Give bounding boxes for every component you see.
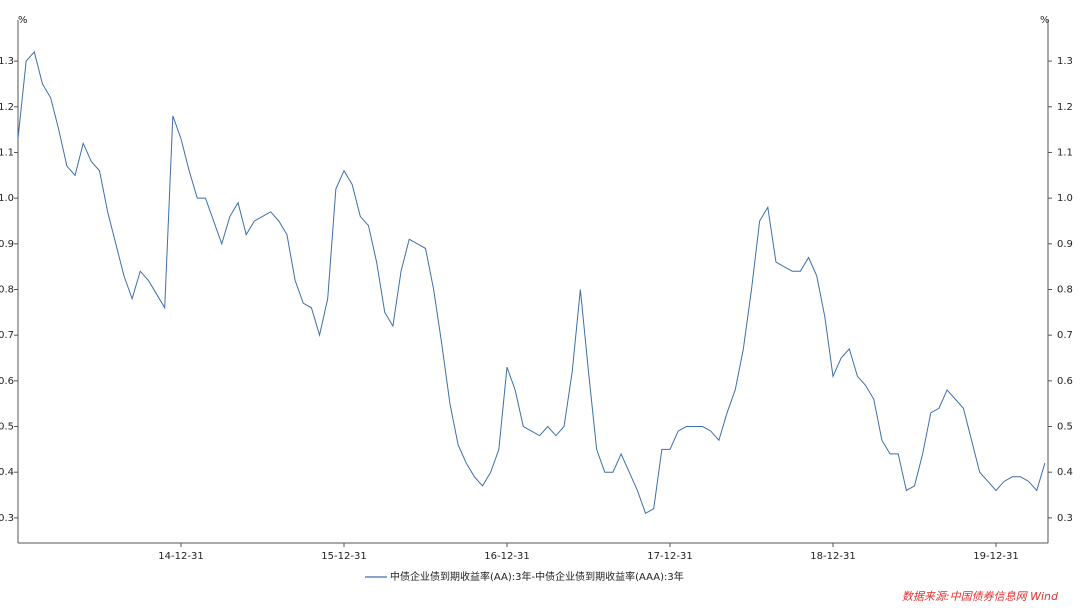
y-tick-label: 1.1: [0, 147, 14, 158]
y2-tick-label: 0.8: [1057, 284, 1073, 295]
y2-tick-label: 1.0: [1057, 193, 1073, 204]
y2-tick-label: 1.1: [1057, 147, 1073, 158]
y2-tick-label: 0.7: [1057, 330, 1073, 341]
x-tick-label: 16-12-31: [484, 551, 529, 562]
y2-tick-label: 1.3: [1057, 56, 1073, 67]
y2-tick-label: 0.6: [1057, 376, 1073, 387]
data-line: [17, 50, 1046, 515]
x-tick-label: 18-12-31: [810, 551, 855, 562]
y-tick-label: 0.6: [0, 376, 14, 387]
y2-tick-label: 0.3: [1057, 513, 1073, 524]
x-tick-label: 17-12-31: [647, 551, 692, 562]
source-note: 数据来源:中国债券信息网 Wind: [902, 590, 1059, 603]
y-tick-label: 0.3: [0, 513, 14, 524]
y-tick-label: 0.9: [0, 239, 14, 250]
y2-unit: %: [1040, 15, 1050, 26]
y-tick-label: 0.7: [0, 330, 14, 341]
y-tick-label: 1.0: [0, 193, 14, 204]
y-tick-label: 0.8: [0, 284, 14, 295]
y2-tick-label: 0.4: [1057, 467, 1073, 478]
legend-label: 中债企业债到期收益率(AA):3年-中债企业债到期收益率(AAA):3年: [390, 570, 684, 583]
y-tick-label: 1.2: [0, 102, 14, 113]
x-tick-label: 14-12-31: [158, 551, 203, 562]
y2-tick-label: 0.9: [1057, 239, 1073, 250]
y-tick-label: 0.5: [0, 422, 14, 433]
x-tick-label: 19-12-31: [973, 551, 1018, 562]
y2-tick-label: 1.2: [1057, 102, 1073, 113]
y-unit: %: [18, 15, 28, 26]
y-tick-label: 0.4: [0, 467, 14, 478]
y-tick-label: 1.3: [0, 56, 14, 67]
x-tick-label: 15-12-31: [321, 551, 366, 562]
y2-tick-label: 0.5: [1057, 422, 1073, 433]
